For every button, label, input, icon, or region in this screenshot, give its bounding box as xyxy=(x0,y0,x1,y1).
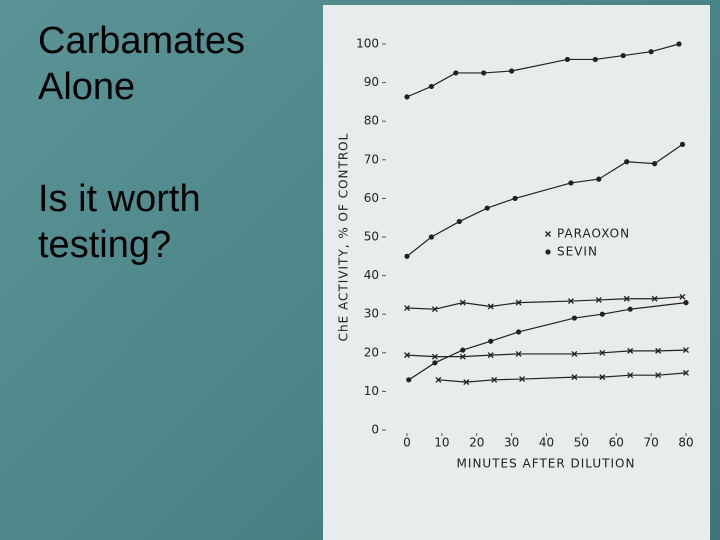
dot-marker xyxy=(648,49,654,55)
dot-marker xyxy=(564,56,571,63)
dot-marker xyxy=(488,338,494,344)
dot-marker xyxy=(545,249,551,255)
x-tick-label: 40 xyxy=(539,436,554,450)
dot-marker xyxy=(571,315,578,321)
slide-question: Is it worth testing? xyxy=(38,176,201,268)
dot-marker xyxy=(683,300,689,306)
x-marker xyxy=(627,372,634,379)
y-tick-label: 30 xyxy=(364,307,379,321)
slide-title: Carbamates Alone xyxy=(38,18,245,110)
dot-marker xyxy=(592,56,598,63)
x-marker xyxy=(571,374,578,381)
x-marker xyxy=(599,349,606,356)
dot-marker xyxy=(676,41,682,47)
dot-marker xyxy=(484,205,490,211)
dot-marker xyxy=(599,311,605,317)
x-tick-label: 20 xyxy=(469,436,484,450)
x-marker xyxy=(431,353,438,360)
x-marker xyxy=(571,350,578,357)
x-tick-label: 80 xyxy=(678,436,693,450)
y-axis-label: ChE ACTIVITY, % OF CONTROL xyxy=(337,133,351,342)
dot-marker xyxy=(460,347,466,353)
dot-marker xyxy=(432,360,438,366)
x-tick-label: 0 xyxy=(403,436,411,450)
dot-marker xyxy=(509,68,515,74)
y-tick-label: 100 xyxy=(356,37,379,51)
x-marker xyxy=(435,376,442,383)
x-marker xyxy=(651,295,658,302)
x-marker xyxy=(491,376,498,383)
title-line: Alone xyxy=(38,66,136,108)
x-tick-label: 50 xyxy=(574,436,589,450)
x-marker xyxy=(459,299,466,306)
x-marker xyxy=(404,352,410,359)
x-marker xyxy=(679,293,686,300)
dot-marker xyxy=(428,83,435,90)
y-tick-label: 90 xyxy=(364,75,379,89)
legend-label: PARAOXON xyxy=(557,227,630,241)
dot-marker xyxy=(428,234,435,240)
x-marker xyxy=(545,231,551,237)
x-tick-label: 60 xyxy=(609,436,624,450)
dot-marker xyxy=(620,52,626,59)
legend-label: SEVIN xyxy=(557,245,598,259)
x-tick-label: 30 xyxy=(504,436,519,450)
x-marker xyxy=(487,303,494,310)
x-marker xyxy=(404,305,410,311)
dot-marker xyxy=(406,377,412,383)
fit-curve xyxy=(406,296,683,310)
y-tick-label: 60 xyxy=(364,191,379,205)
dot-marker xyxy=(627,306,633,312)
x-marker xyxy=(431,306,438,313)
x-marker xyxy=(627,347,634,354)
dot-marker xyxy=(679,141,686,147)
dot-marker xyxy=(596,176,602,182)
dot-marker xyxy=(404,94,410,100)
x-marker xyxy=(487,352,494,359)
dot-marker xyxy=(456,218,462,225)
x-axis-label: MINUTES AFTER DILUTION xyxy=(457,457,636,471)
y-tick-label: 80 xyxy=(364,114,379,128)
x-marker xyxy=(463,379,470,386)
x-marker xyxy=(623,295,630,302)
x-marker xyxy=(459,353,466,360)
question-line: Is it worth xyxy=(38,178,201,220)
fit-curve xyxy=(406,43,680,98)
x-marker xyxy=(595,296,602,303)
dot-marker xyxy=(512,195,518,201)
y-tick-label: 20 xyxy=(364,345,379,359)
dot-marker xyxy=(624,159,630,165)
dot-marker xyxy=(481,70,487,76)
dot-marker xyxy=(652,161,658,167)
x-marker xyxy=(515,350,522,357)
fit-curve xyxy=(406,143,683,257)
dot-marker xyxy=(516,329,522,335)
dot-marker xyxy=(568,180,574,186)
dot-marker xyxy=(404,253,410,259)
x-marker xyxy=(655,372,662,379)
x-marker xyxy=(599,374,606,381)
y-tick-label: 70 xyxy=(364,152,379,166)
question-line: testing? xyxy=(38,224,172,266)
x-marker xyxy=(683,347,689,354)
x-tick-label: 10 xyxy=(434,436,449,450)
y-tick-label: 40 xyxy=(364,268,379,282)
title-line: Carbamates xyxy=(38,20,245,62)
y-tick-label: 10 xyxy=(364,384,379,398)
y-tick-label: 0 xyxy=(371,423,379,437)
x-marker xyxy=(567,298,574,305)
dot-marker xyxy=(453,70,459,76)
x-tick-label: 70 xyxy=(643,436,658,450)
y-tick-label: 50 xyxy=(364,230,379,244)
x-marker xyxy=(683,369,689,376)
x-marker xyxy=(519,376,526,383)
chart-paper xyxy=(323,5,710,540)
x-marker xyxy=(515,299,522,306)
x-marker xyxy=(655,347,662,354)
